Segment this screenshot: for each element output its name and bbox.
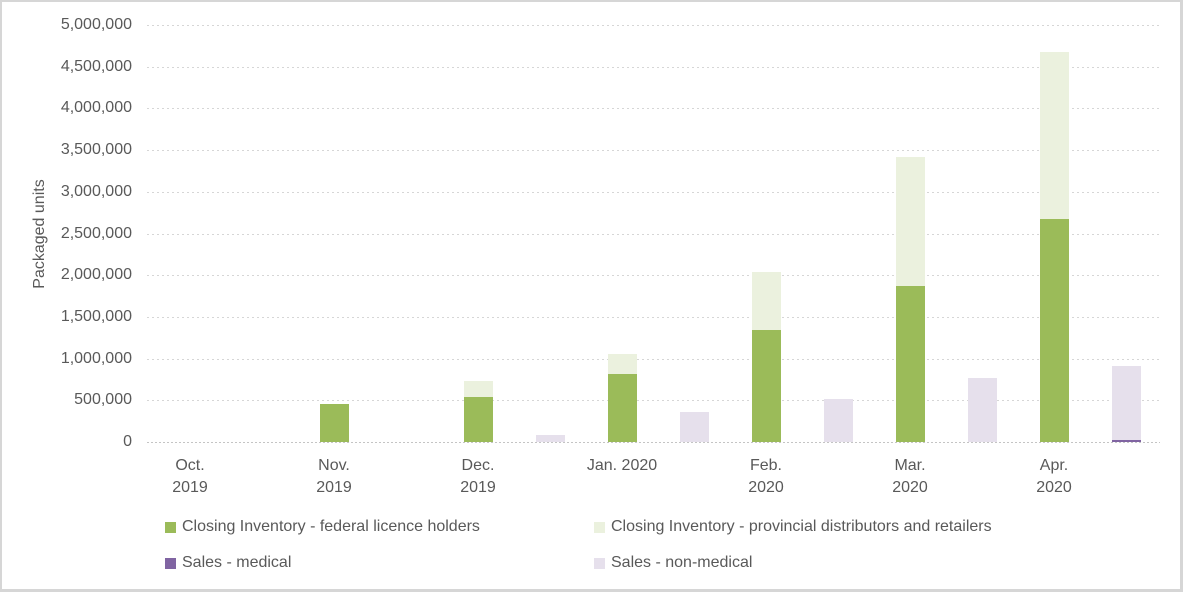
y-axis-title: Packaged units [31, 178, 48, 289]
y-tick-label: 1,500,000 [60, 307, 132, 325]
bar-segment-sales [679, 411, 709, 442]
bar-segment-closing-inventory [607, 353, 637, 375]
x-axis-label-line: 2019 [460, 479, 496, 496]
x-axis-label-line: Nov. [318, 457, 350, 474]
bar-segment-closing-inventory [895, 286, 925, 442]
gridline [147, 108, 1160, 110]
x-axis-label: Apr. 2020 [989, 455, 1119, 499]
legend-label: Sales - non-medical [611, 554, 753, 571]
y-tick-label: 3,000,000 [60, 182, 132, 200]
x-axis-label: Nov. 2019 [269, 455, 399, 499]
bar-segment-closing-inventory [463, 396, 493, 442]
x-axis-label: Jan. 2020 [557, 455, 687, 477]
gridline [147, 442, 1160, 443]
y-tick-label: 1,000,000 [60, 349, 132, 367]
x-axis-label: Feb. 2020 [701, 455, 831, 499]
bar-segment-closing-inventory [319, 404, 349, 442]
bar-segment-closing-inventory [607, 374, 637, 442]
bar-segment-closing-inventory [463, 381, 493, 397]
gridline [147, 358, 1160, 360]
legend-item: Sales - medical [165, 554, 291, 572]
y-tick-label: 0 [123, 433, 132, 450]
x-axis-label: Mar. 2020 [845, 455, 975, 499]
gridline [147, 66, 1160, 68]
legend-label: Closing Inventory - federal licence hold… [182, 518, 480, 535]
x-axis-label-line: 2019 [316, 479, 352, 496]
x-axis-label-line: Oct. [175, 457, 205, 474]
y-tick-label: 5,000,000 [60, 16, 132, 33]
bar-segment-closing-inventory [1039, 219, 1069, 442]
gridline [147, 25, 1160, 26]
x-axis-label-line: 2020 [748, 479, 784, 496]
bar-segment-sales [967, 377, 997, 442]
gridline [147, 275, 1160, 277]
x-axis-label-line: Apr. [1039, 457, 1069, 474]
bar-segment-closing-inventory [751, 330, 781, 442]
gridline [147, 233, 1160, 235]
x-axis-label-line: Mar. [894, 457, 926, 474]
gridline [147, 191, 1160, 193]
legend-swatch-icon [594, 557, 605, 569]
x-axis-label-line: 2020 [892, 479, 928, 496]
x-axis-label: Dec. 2019 [413, 455, 543, 499]
legend-item: Closing Inventory - federal licence hold… [165, 518, 480, 536]
bar-segment-sales [823, 398, 853, 442]
bar-segment-closing-inventory [895, 156, 925, 287]
y-tick-label: 500,000 [74, 391, 132, 409]
gridline [147, 400, 1160, 402]
y-tick-label: 3,500,000 [60, 141, 132, 159]
x-axis-label-line: Dec. [461, 457, 495, 474]
bar-segment-closing-inventory [751, 271, 781, 331]
x-axis-label: Oct. 2019 [125, 455, 255, 499]
legend-swatch-icon [165, 521, 176, 533]
x-axis-label-line: Feb. [749, 457, 782, 474]
y-tick-label: 2,000,000 [60, 266, 132, 284]
y-tick-label: 4,000,000 [60, 99, 132, 117]
x-axis-label-line: 2019 [172, 479, 208, 496]
legend-swatch-icon [594, 521, 605, 533]
legend-label: Closing Inventory - provincial distribut… [611, 518, 992, 535]
legend-label: Sales - medical [182, 554, 292, 571]
x-axis-label-line: Jan. 2020 [586, 457, 658, 474]
gridline [147, 150, 1160, 152]
y-tick-label: 4,500,000 [60, 57, 132, 75]
x-axis-label-line: 2020 [1036, 479, 1072, 496]
gridline [147, 316, 1160, 318]
bar-segment-sales [1111, 366, 1141, 441]
legend-swatch-icon [165, 557, 176, 569]
legend-item: Sales - non-medical [594, 554, 752, 572]
bar-segment-sales [1111, 440, 1141, 442]
y-tick-label: 2,500,000 [60, 224, 132, 242]
bar-segment-sales [535, 435, 565, 442]
legend-item: Closing Inventory - provincial distribut… [594, 518, 992, 536]
bar-segment-closing-inventory [1039, 51, 1069, 220]
